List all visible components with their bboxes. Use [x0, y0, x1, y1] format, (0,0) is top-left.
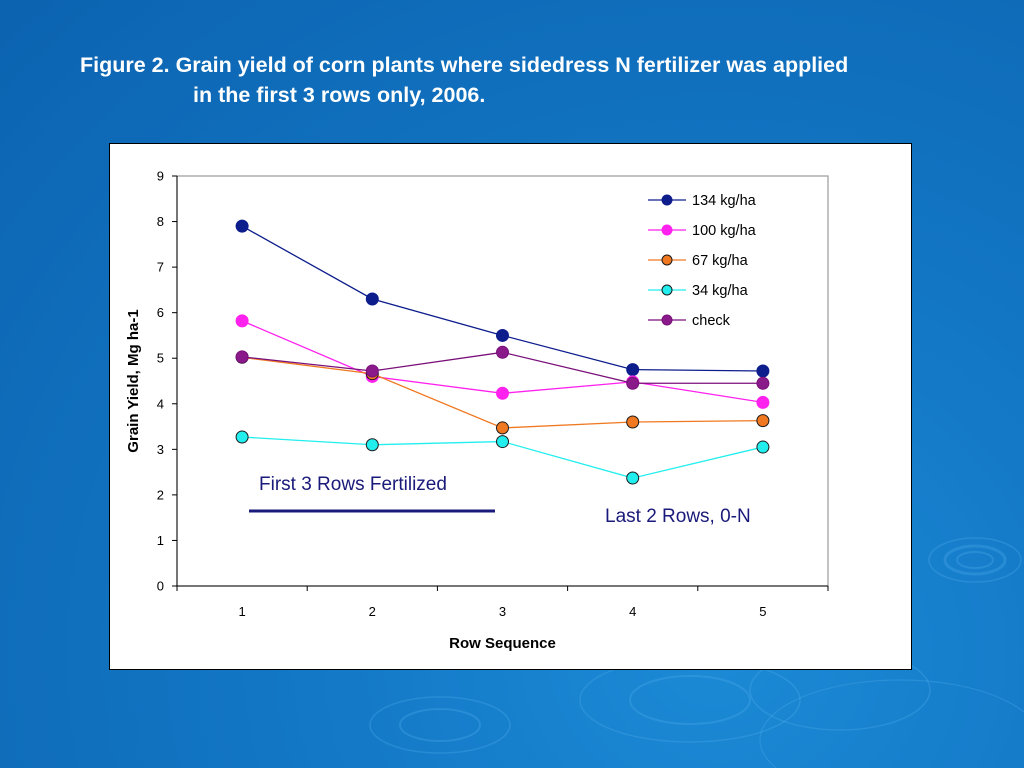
- data-point: [496, 421, 509, 435]
- x-tick-label: 2: [369, 604, 376, 619]
- annotation-last-2-rows: Last 2 Rows, 0-N: [605, 506, 751, 527]
- data-point: [496, 328, 509, 342]
- chart-container: 0 1 2 3 4 5 6 7 8 9 1 2 3 4 5 Row Sequence Grain Yield, …: [109, 143, 912, 670]
- data-point: [626, 376, 640, 390]
- slide-title: Figure 2. Grain yield of corn plants whe…: [80, 50, 1010, 110]
- y-tick-label: 8: [157, 214, 164, 229]
- y-tick-label: 5: [157, 351, 164, 366]
- data-point: [365, 292, 379, 306]
- y-tick-label: 0: [157, 579, 164, 594]
- series-34-kg-ha: [235, 430, 770, 485]
- data-point: [626, 415, 640, 429]
- series-check: [235, 345, 770, 390]
- legend-marker: [661, 194, 673, 206]
- data-point: [496, 386, 509, 400]
- data-point: [756, 395, 770, 409]
- slide-title-line-1: Figure 2. Grain yield of corn plants whe…: [80, 53, 849, 77]
- data-point: [496, 435, 509, 449]
- grain-yield-line-chart: 0 1 2 3 4 5 6 7 8 9 1 2 3 4 5 Row Sequence Grain Yield, …: [125, 169, 829, 652]
- legend-label: 34 kg/ha: [692, 283, 749, 299]
- chart-series-layer: [235, 219, 770, 485]
- legend-marker: [661, 314, 673, 326]
- y-tick-label: 2: [157, 487, 164, 502]
- data-point: [756, 376, 770, 390]
- y-axis-title: Grain Yield, Mg ha-1: [125, 309, 142, 452]
- data-point: [235, 350, 249, 364]
- x-tick-label: 4: [629, 604, 636, 619]
- x-tick-label: 5: [759, 604, 766, 619]
- data-point: [626, 471, 640, 485]
- legend-label: check: [692, 313, 731, 329]
- legend-item: 67 kg/ha: [648, 253, 749, 269]
- data-point: [496, 345, 509, 359]
- legend-item: 100 kg/ha: [648, 223, 757, 239]
- legend-label: 100 kg/ha: [692, 223, 757, 239]
- annotation-first-3-rows: First 3 Rows Fertilized: [259, 474, 447, 495]
- data-point: [756, 364, 770, 378]
- legend-label: 134 kg/ha: [692, 193, 757, 209]
- y-tick-label: 6: [157, 305, 164, 320]
- legend-marker: [661, 254, 673, 266]
- chart-annotations: First 3 Rows Fertilized Last 2 Rows, 0-N: [249, 474, 751, 527]
- x-tick-label: 3: [499, 604, 506, 619]
- y-tick-label: 7: [157, 260, 164, 275]
- data-point: [235, 314, 249, 328]
- legend-item: check: [648, 313, 731, 329]
- series-100-kg-ha: [235, 314, 770, 409]
- y-tick-label: 1: [157, 533, 164, 548]
- data-point: [235, 430, 249, 444]
- x-tick-label: 1: [238, 604, 245, 619]
- legend-item: 34 kg/ha: [648, 283, 749, 299]
- y-tick-label: 9: [157, 169, 164, 184]
- data-point: [756, 414, 770, 428]
- y-tick-label: 4: [157, 396, 164, 411]
- data-point: [365, 438, 379, 452]
- series-134-kg-ha: [235, 219, 770, 378]
- legend-item: 134 kg/ha: [648, 193, 757, 209]
- chart-legend: 134 kg/ha 100 kg/ha 67 kg/ha 34 kg/ha check: [648, 193, 757, 329]
- y-tick-label: 3: [157, 442, 164, 457]
- data-point: [756, 440, 770, 454]
- data-point: [626, 363, 640, 377]
- x-axis-title: Row Sequence: [449, 635, 556, 652]
- data-point: [365, 364, 379, 378]
- data-point: [235, 219, 249, 233]
- legend-marker: [661, 224, 673, 236]
- legend-marker: [661, 284, 673, 296]
- slide-title-line-2: in the first 3 rows only, 2006.: [193, 83, 486, 107]
- chart-axes: 0 1 2 3 4 5 6 7 8 9 1 2 3 4 5 Row Sequence Grain Yield, …: [125, 169, 829, 652]
- legend-label: 67 kg/ha: [692, 253, 749, 269]
